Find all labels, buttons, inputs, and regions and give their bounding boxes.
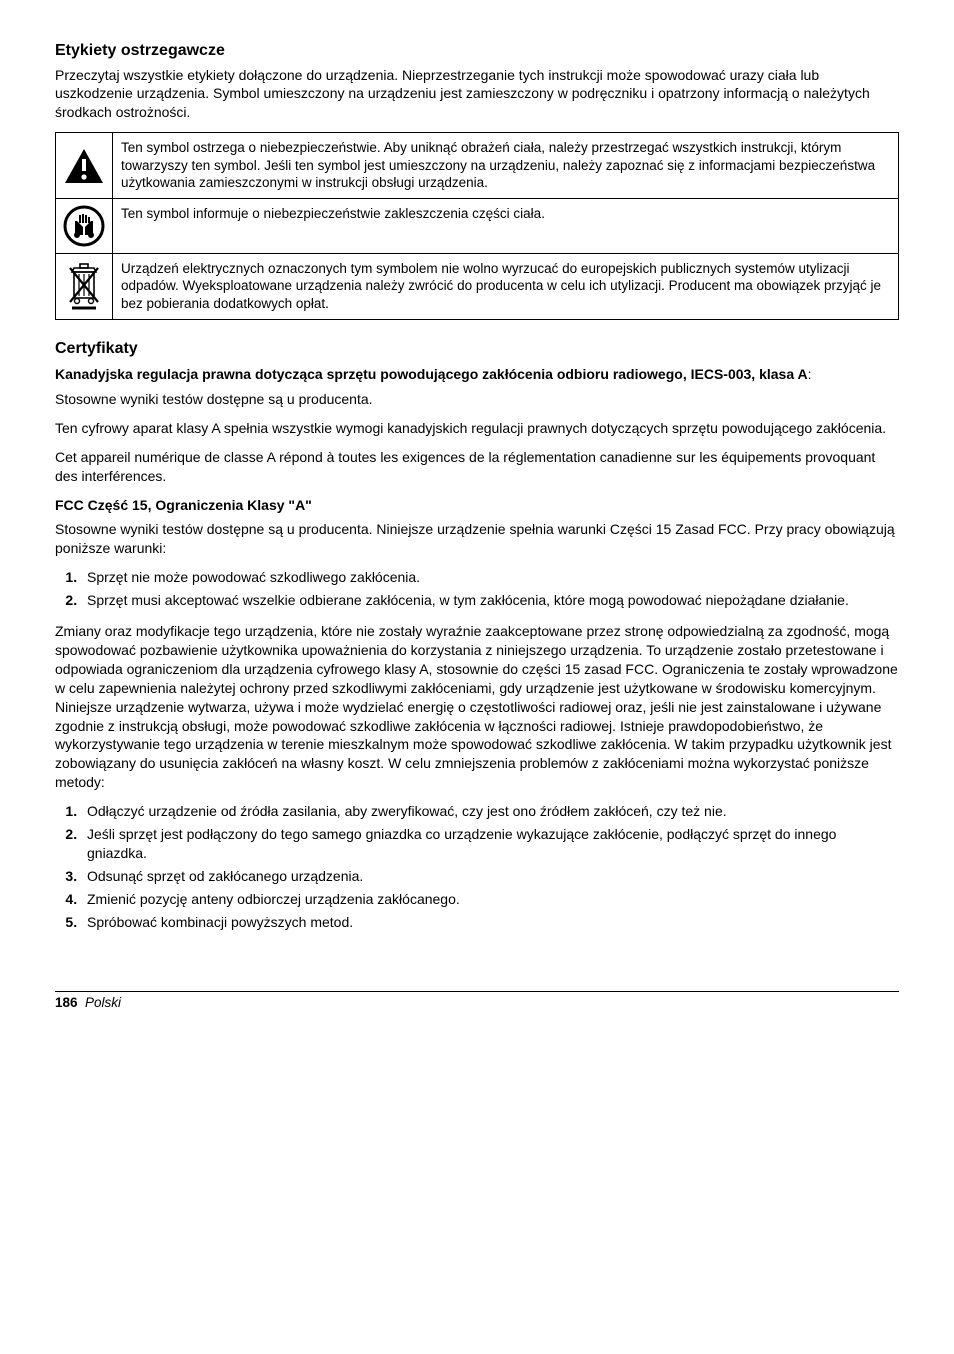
sub-colon: : bbox=[808, 366, 812, 382]
interference-methods-list: Odłączyć urządzenie od źródła zasilania,… bbox=[55, 802, 899, 931]
warning-triangle-icon bbox=[56, 133, 113, 199]
heading-certificates: Certyfikaty bbox=[55, 338, 899, 360]
cert-subheading-fcc: FCC Część 15, Ograniczenia Klasy "A" bbox=[55, 496, 899, 515]
warning-row-text: Ten symbol informuje o niebezpieczeństwi… bbox=[113, 198, 899, 253]
warning-symbols-table: Ten symbol ostrzega o niebezpieczeństwie… bbox=[55, 132, 899, 319]
list-item: Odłączyć urządzenie od źródła zasilania,… bbox=[81, 802, 899, 821]
cert-p4: Stosowne wyniki testów dostępne są u pro… bbox=[55, 520, 899, 558]
page-language: Polski bbox=[85, 995, 121, 1010]
page-number: 186 bbox=[55, 995, 78, 1010]
weee-bin-icon bbox=[56, 253, 113, 319]
list-item: Odsunąć sprzęt od zakłócanego urządzenia… bbox=[81, 867, 899, 886]
cert-subheading-canada: Kanadyjska regulacja prawna dotycząca sp… bbox=[55, 365, 899, 384]
warning-intro: Przeczytaj wszystkie etykiety dołączone … bbox=[55, 66, 899, 123]
pinch-hazard-icon bbox=[56, 198, 113, 253]
cert-p3: Cet appareil numérique de classe A répon… bbox=[55, 448, 899, 486]
cert-sub-canada-text: Kanadyjska regulacja prawna dotycząca sp… bbox=[55, 366, 808, 382]
footer-divider bbox=[55, 991, 899, 992]
list-item: Jeśli sprzęt jest podłączony do tego sam… bbox=[81, 825, 899, 863]
cert-p2: Ten cyfrowy aparat klasy A spełnia wszys… bbox=[55, 419, 899, 438]
table-row: Urządzeń elektrycznych oznaczonych tym s… bbox=[56, 253, 899, 319]
fcc-conditions-list: Sprzęt nie może powodować szkodliwego za… bbox=[55, 568, 899, 610]
page-footer: 186 Polski bbox=[55, 994, 899, 1012]
list-item: Sprzęt nie może powodować szkodliwego za… bbox=[81, 568, 899, 587]
warning-row-text: Ten symbol ostrzega o niebezpieczeństwie… bbox=[113, 133, 899, 199]
heading-warning-labels: Etykiety ostrzegawcze bbox=[55, 40, 899, 62]
cert-p5: Zmiany oraz modyfikacje tego urządzenia,… bbox=[55, 622, 899, 792]
warning-row-text: Urządzeń elektrycznych oznaczonych tym s… bbox=[113, 253, 899, 319]
table-row: Ten symbol ostrzega o niebezpieczeństwie… bbox=[56, 133, 899, 199]
list-item: Spróbować kombinacji powyższych metod. bbox=[81, 913, 899, 932]
list-item: Sprzęt musi akceptować wszelkie odbieran… bbox=[81, 591, 899, 610]
table-row: Ten symbol informuje o niebezpieczeństwi… bbox=[56, 198, 899, 253]
cert-p1: Stosowne wyniki testów dostępne są u pro… bbox=[55, 390, 899, 409]
list-item: Zmienić pozycję anteny odbiorczej urządz… bbox=[81, 890, 899, 909]
